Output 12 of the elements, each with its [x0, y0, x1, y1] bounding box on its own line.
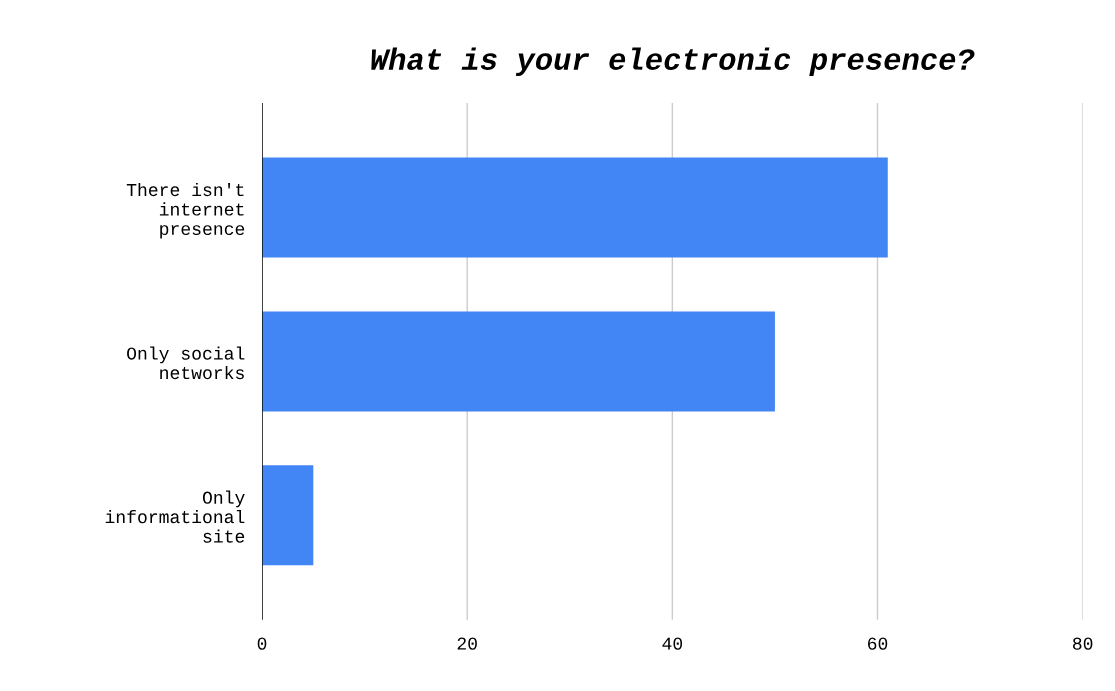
bar [262, 311, 775, 412]
x-tick-label: 20 [457, 637, 477, 650]
y-tick-label: There isn't internet presence [126, 182, 245, 239]
x-tick-label: 80 [1073, 637, 1093, 650]
chart-title: What is your electronic presence? [371, 47, 975, 76]
x-tick-label: 0 [257, 637, 267, 650]
x-tick-label: 60 [868, 637, 888, 650]
bar [262, 465, 314, 566]
x-tick-label: 40 [662, 637, 683, 650]
y-tick-label: Only social networks [127, 346, 245, 380]
bar [262, 157, 888, 258]
y-tick-label: Only informational site [105, 490, 245, 543]
